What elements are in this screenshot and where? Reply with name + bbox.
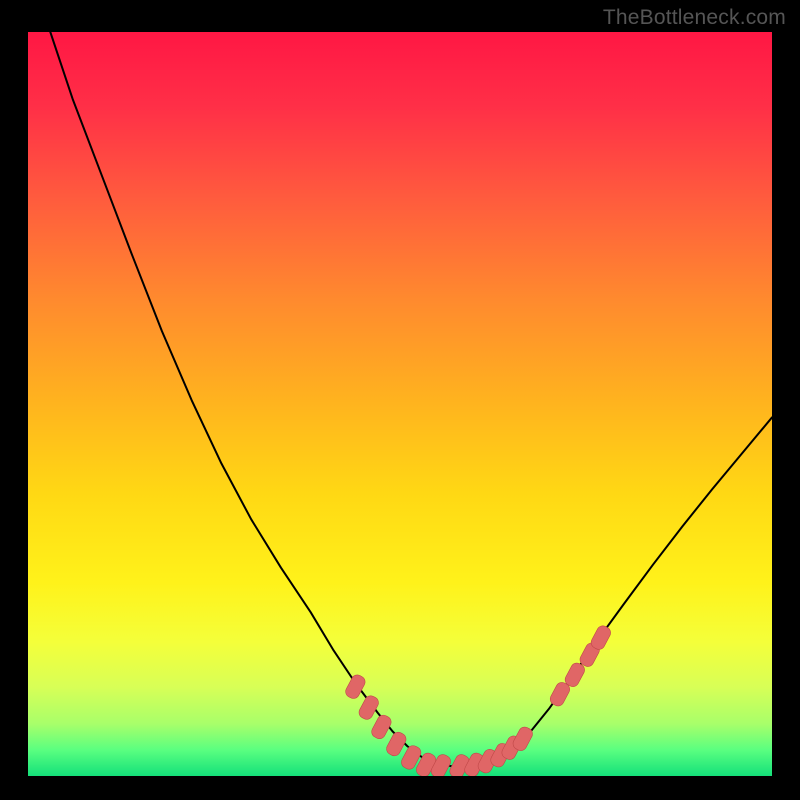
chart-container bbox=[28, 32, 772, 776]
chart-background bbox=[28, 32, 772, 776]
watermark-text: TheBottleneck.com bbox=[603, 6, 786, 30]
chart-svg bbox=[28, 32, 772, 776]
